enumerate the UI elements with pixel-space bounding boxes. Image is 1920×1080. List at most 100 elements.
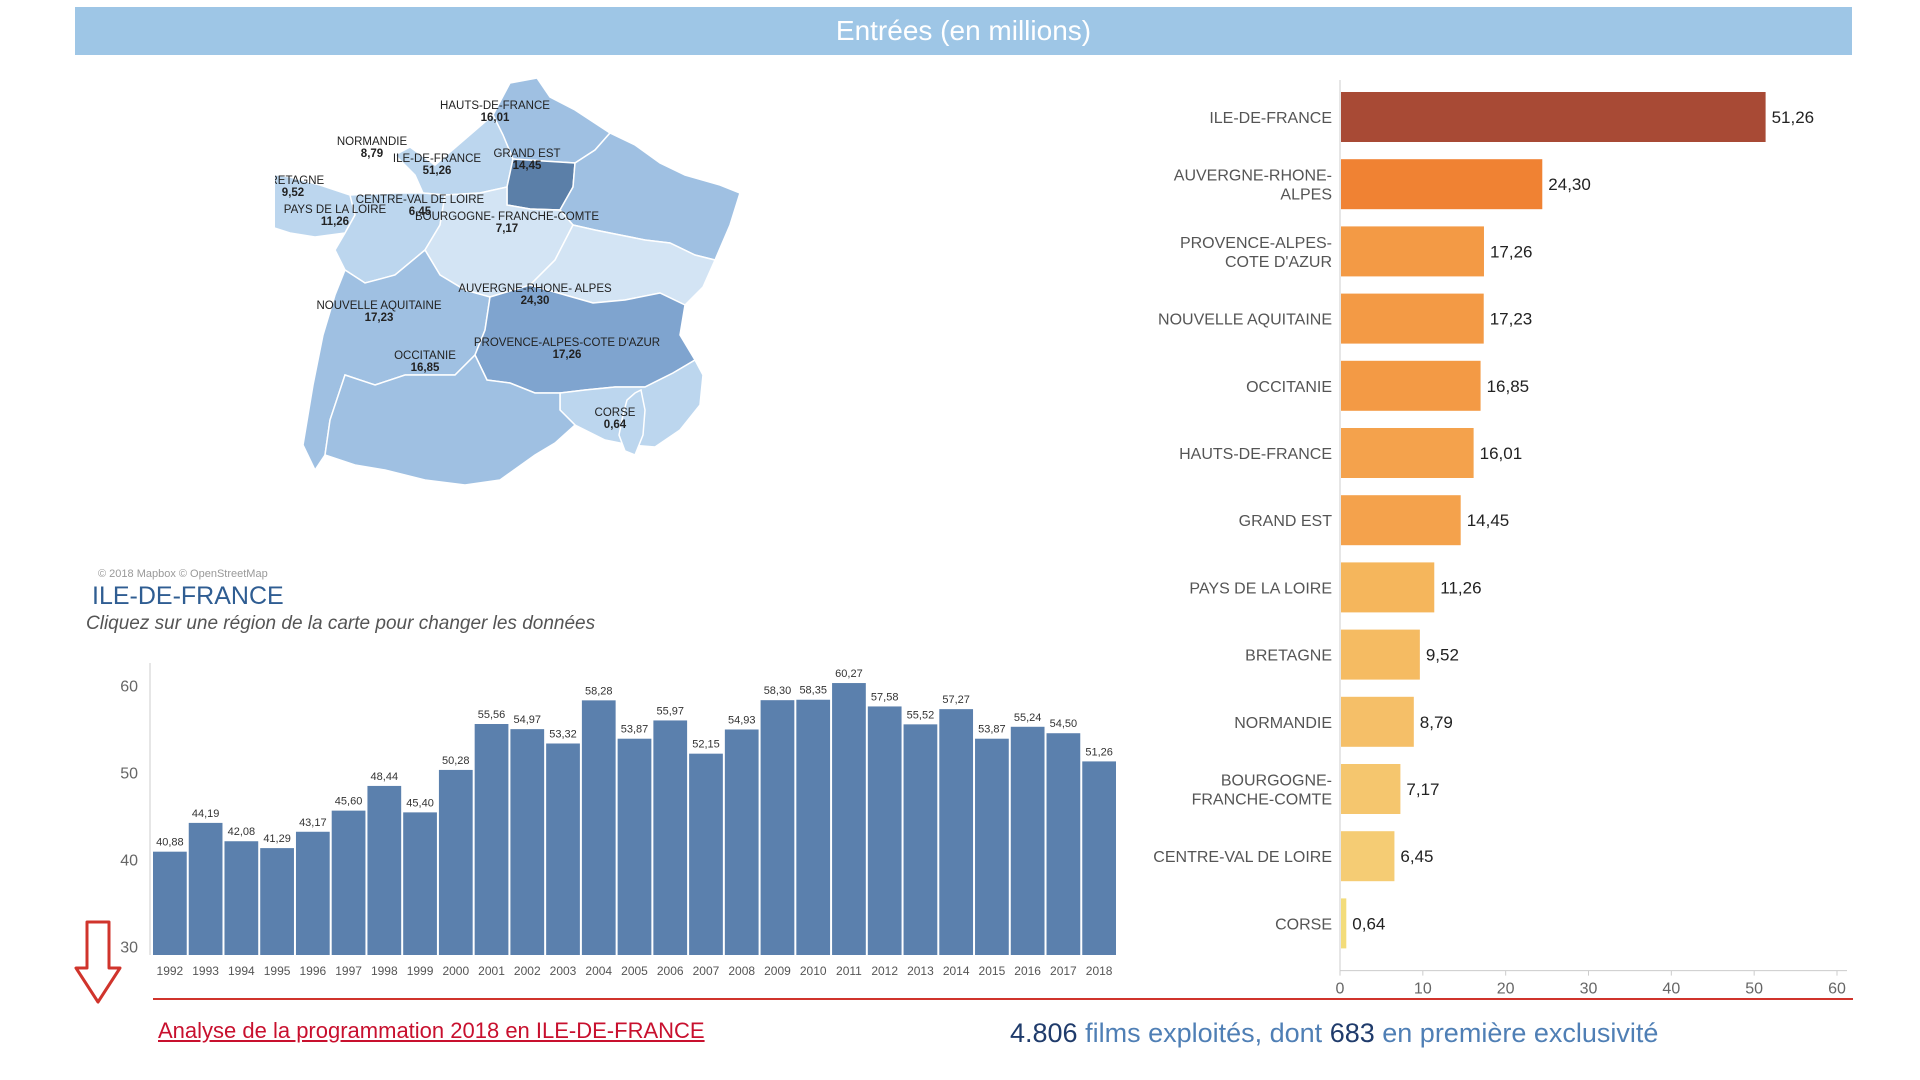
region-bar[interactable] [1341,159,1543,210]
arrow-down-icon[interactable] [72,918,124,1008]
year-bar[interactable] [331,810,366,955]
map-label-value: 7,17 [496,223,518,235]
year-bar-value-label: 55,56 [478,709,506,721]
region-bar[interactable] [1341,696,1414,747]
year-tick-label: 1998 [371,964,398,978]
year-bar[interactable] [188,822,223,955]
region-bar-value-label: 16,85 [1487,377,1530,396]
year-tick-label: 2002 [514,964,541,978]
year-bar-value-label: 58,28 [585,685,613,697]
region-bar-value-label: 14,45 [1467,511,1510,530]
x-tick-label: 20 [1497,981,1515,998]
year-tick-label: 2017 [1050,964,1077,978]
year-tick-label: 2006 [657,964,684,978]
films-text-2: en première exclusivité [1374,1018,1659,1048]
year-bar-value-label: 54,93 [728,714,756,726]
regional-bar-chart: 51,26 ILE-DE-FRANCE 24,30 AUVERGNE-RHONE- AL… [1153,80,1847,998]
region-category-label: NORMANDIE [1234,715,1332,732]
year-bar[interactable] [796,699,831,955]
region-bar[interactable] [1341,629,1420,680]
region-bar-value-label: 17,23 [1490,310,1533,329]
year-bar[interactable] [760,700,795,955]
year-bar-value-label: 54,50 [1050,718,1078,730]
year-bar-value-label: 60,27 [835,668,863,680]
region-bar[interactable] [1341,831,1395,882]
region-bar[interactable] [1341,428,1474,478]
year-bar[interactable] [260,848,294,955]
year-bar[interactable] [1046,733,1081,955]
map-region-occitanie[interactable] [324,353,577,486]
year-bar[interactable] [1082,761,1116,955]
region-bar[interactable] [1341,92,1766,142]
year-bar[interactable] [867,706,902,955]
year-bar[interactable] [975,738,1009,955]
region-bar[interactable] [1341,898,1347,949]
page-title: Entrées (en millions) [835,15,1092,46]
region-bar[interactable] [1341,562,1435,613]
year-bar-value-label: 53,87 [621,724,649,736]
year-bar[interactable] [939,709,974,955]
region-bar[interactable] [1341,293,1484,344]
year-tick-label: 1996 [299,964,326,978]
year-bar-value-label: 55,24 [1014,712,1042,724]
yearly-bar-chart: 30 40 50 60 40,88 1992 44,19 1993 42,08 1994 41,29… [120,663,1116,978]
year-bar-value-label: 43,17 [299,817,327,829]
year-bar[interactable] [403,812,437,955]
region-bar[interactable] [1341,495,1461,546]
year-bar[interactable] [153,851,187,955]
region-bar[interactable] [1341,360,1481,411]
x-tick-label: 30 [1580,981,1598,998]
year-tick-label: 2004 [585,964,612,978]
map-label-value: 8,79 [361,148,383,160]
year-bar-value-label: 58,35 [799,685,827,697]
year-bar-value-label: 57,58 [871,691,899,703]
year-tick-label: 1997 [335,964,362,978]
year-bar-value-label: 55,97 [656,705,684,717]
year-bar-value-label: 41,29 [263,833,291,845]
map-label-name: AUVERGNE-RHONE- ALPES [458,283,612,295]
map-region-corse[interactable] [618,388,646,456]
year-tick-label: 1999 [407,964,434,978]
region-bar-value-label: 51,26 [1772,108,1815,127]
divider-line [153,998,1853,1000]
year-bar-value-label: 45,40 [406,797,434,809]
year-tick-label: 2016 [1014,964,1041,978]
year-bar[interactable] [653,720,688,955]
year-tick-label: 2018 [1086,964,1113,978]
year-tick-label: 1993 [192,964,219,978]
year-bar[interactable] [367,785,402,955]
films-text-1: films exploités, dont [1077,1018,1330,1048]
year-bar[interactable] [510,729,545,955]
year-bar-value-label: 40,88 [156,837,184,849]
map-label-name: NOUVELLE AQUITAINE [316,300,441,312]
region-bar-value-label: 24,30 [1548,175,1591,194]
year-bar[interactable] [832,683,866,955]
region-category-label: CORSE [1275,916,1332,933]
y-tick-label: 50 [120,765,138,782]
x-tick-label: 40 [1662,981,1680,998]
year-bar[interactable] [689,753,723,955]
region-category-label: ILE-DE-FRANCE [1209,110,1332,127]
region-category-label: GRAND EST [1239,513,1333,530]
year-bar[interactable] [1010,726,1045,955]
region-bar[interactable] [1341,764,1401,814]
programmation-analysis-link[interactable]: Analyse de la programmation 2018 en ILE-… [158,1018,705,1043]
map-label-value: 14,45 [513,160,542,172]
exclusive-count: 683 [1329,1018,1375,1048]
year-bar[interactable] [617,738,652,955]
region-bar[interactable] [1341,226,1484,277]
region-category-label: OCCITANIE [1246,379,1332,396]
year-bar[interactable] [224,841,259,955]
region-bar-value-label: 11,26 [1440,578,1481,597]
year-tick-label: 2010 [800,964,827,978]
year-bar[interactable] [474,724,509,955]
year-bar[interactable] [546,743,580,955]
year-bar[interactable] [724,729,759,955]
region-category-label: PAYS DE LA LOIRE [1189,580,1332,597]
year-bar[interactable] [903,724,938,955]
year-bar[interactable] [438,769,473,955]
year-bar[interactable] [295,831,330,955]
year-bar[interactable] [581,700,616,955]
map-label-name: BRETAGNE [275,175,325,187]
